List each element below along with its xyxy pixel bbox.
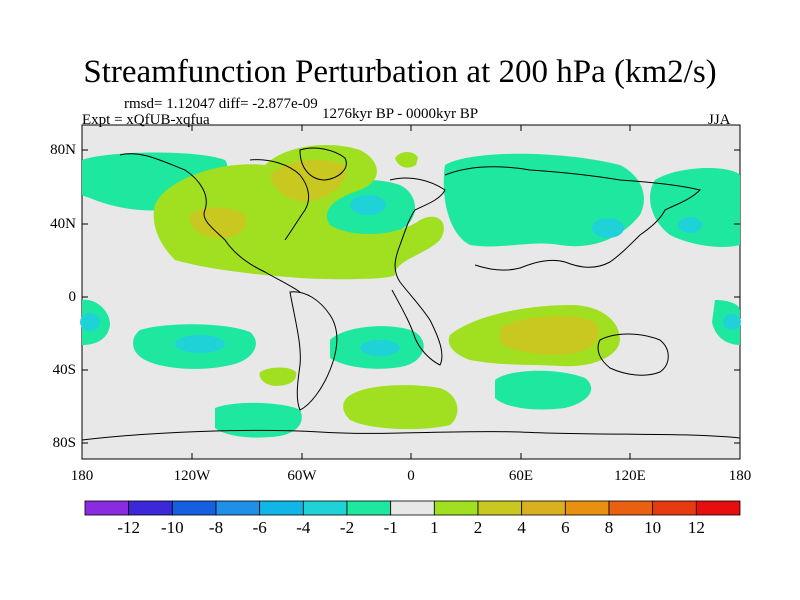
lon-tick-label: 120E — [614, 468, 646, 484]
anomaly-core-pacific-far-east — [678, 217, 702, 233]
lon-tick-label: 0 — [407, 468, 415, 484]
anomaly-region-south-indian — [495, 370, 592, 410]
coastline-europe-africa — [389, 177, 446, 366]
coastlines — [81, 147, 741, 441]
colorbar-label: 10 — [644, 518, 662, 537]
colorbar-label: -12 — [117, 518, 140, 537]
colorbar-label: 4 — [517, 518, 526, 537]
colorbar-swatch — [695, 500, 741, 516]
lon-tick-label: 120W — [173, 468, 211, 484]
colorbar-label: 6 — [561, 518, 570, 537]
colorbar-swatch — [652, 500, 697, 516]
colorbar-label: -10 — [160, 518, 184, 537]
axis-ticks — [81, 125, 741, 459]
colorbar-label: -2 — [339, 518, 355, 537]
colorbar-swatch — [521, 500, 566, 516]
colorbar-swatch — [215, 500, 261, 516]
colorbar-label: 8 — [604, 518, 614, 537]
anomaly-core-north-atlantic — [350, 195, 386, 215]
anomaly-region-arctic — [395, 152, 418, 168]
colorbar — [84, 500, 741, 516]
negative-anomaly-regions — [82, 152, 740, 438]
colorbar-swatch — [128, 500, 173, 516]
colorbar-label: 2 — [473, 518, 483, 537]
anomaly-region-north-pacific-east — [82, 159, 110, 199]
colorbar-swatch — [346, 500, 392, 516]
strong-negative-anomaly-cores — [80, 195, 741, 356]
colorbar-label: 1 — [430, 518, 439, 537]
lat-tick-label: 40N — [50, 216, 76, 232]
colorbar-swatch — [171, 500, 217, 516]
lat-tick-label: 80N — [50, 142, 76, 158]
colorbar-swatch — [433, 500, 479, 516]
lon-tick-label: 60E — [508, 468, 534, 484]
rmsd-stats: rmsd= 1.12047 diff= -2.877e-09 — [124, 96, 318, 112]
anomaly-region-asia-north — [443, 153, 644, 247]
lat-tick-label: 40S — [52, 362, 76, 378]
map-area — [80, 124, 741, 460]
anomaly-region-north-america — [153, 145, 444, 280]
colorbar-label: -1 — [383, 518, 398, 537]
period-label: 1276kyr BP - 0000kyr BP — [322, 106, 479, 122]
colorbar-swatch — [84, 500, 130, 516]
coastline-greenland — [299, 147, 347, 181]
lon-tick-label: 60W — [287, 468, 317, 484]
anomaly-core-south-pacific-west — [80, 313, 100, 331]
anomaly-core-indian-ocean — [500, 316, 599, 355]
anomaly-core-south-atlantic — [360, 340, 400, 356]
coastline-antarctica — [81, 429, 741, 441]
colorbar-swatch — [608, 500, 654, 516]
anomaly-region-southern-ocean — [215, 402, 302, 438]
colorbar-swatch — [259, 500, 304, 516]
colorbar-swatch — [302, 500, 348, 516]
colorbar-swatch — [477, 500, 523, 516]
coastline-asia — [444, 166, 701, 271]
lon-tick-label: 180 — [70, 468, 94, 484]
lon-tick-label: 180 — [728, 468, 752, 484]
anomaly-core-china — [592, 218, 624, 238]
coastline-north-america — [119, 153, 310, 293]
lat-tick-label: 0 — [68, 289, 77, 305]
lat-tick-label: 80S — [52, 435, 76, 451]
anomaly-core-south-pacific-east — [723, 314, 741, 330]
colorbar-swatch — [390, 500, 435, 516]
coastline-south-america — [289, 291, 338, 411]
colorbar-swatch — [564, 500, 610, 516]
anomaly-core-south-pacific — [175, 335, 225, 353]
season-label: JJA — [708, 112, 731, 128]
anomaly-core-eastern-north-america — [270, 159, 346, 202]
colorbar-label: -4 — [296, 518, 311, 537]
colorbar-label: -8 — [208, 518, 224, 537]
anomaly-region-north-pacific-far-east — [650, 168, 740, 247]
anomaly-region-south-pacific-small — [259, 367, 297, 386]
chart-title: Streamfunction Perturbation at 200 hPa (… — [83, 54, 717, 90]
colorbar-label: 12 — [687, 518, 705, 537]
anomaly-region-southern-ocean-atlantic — [343, 385, 458, 430]
experiment-label: Expt = xQfUB-xqfua — [82, 112, 210, 128]
coastline-australia — [597, 333, 669, 376]
colorbar-label: -6 — [252, 518, 267, 537]
